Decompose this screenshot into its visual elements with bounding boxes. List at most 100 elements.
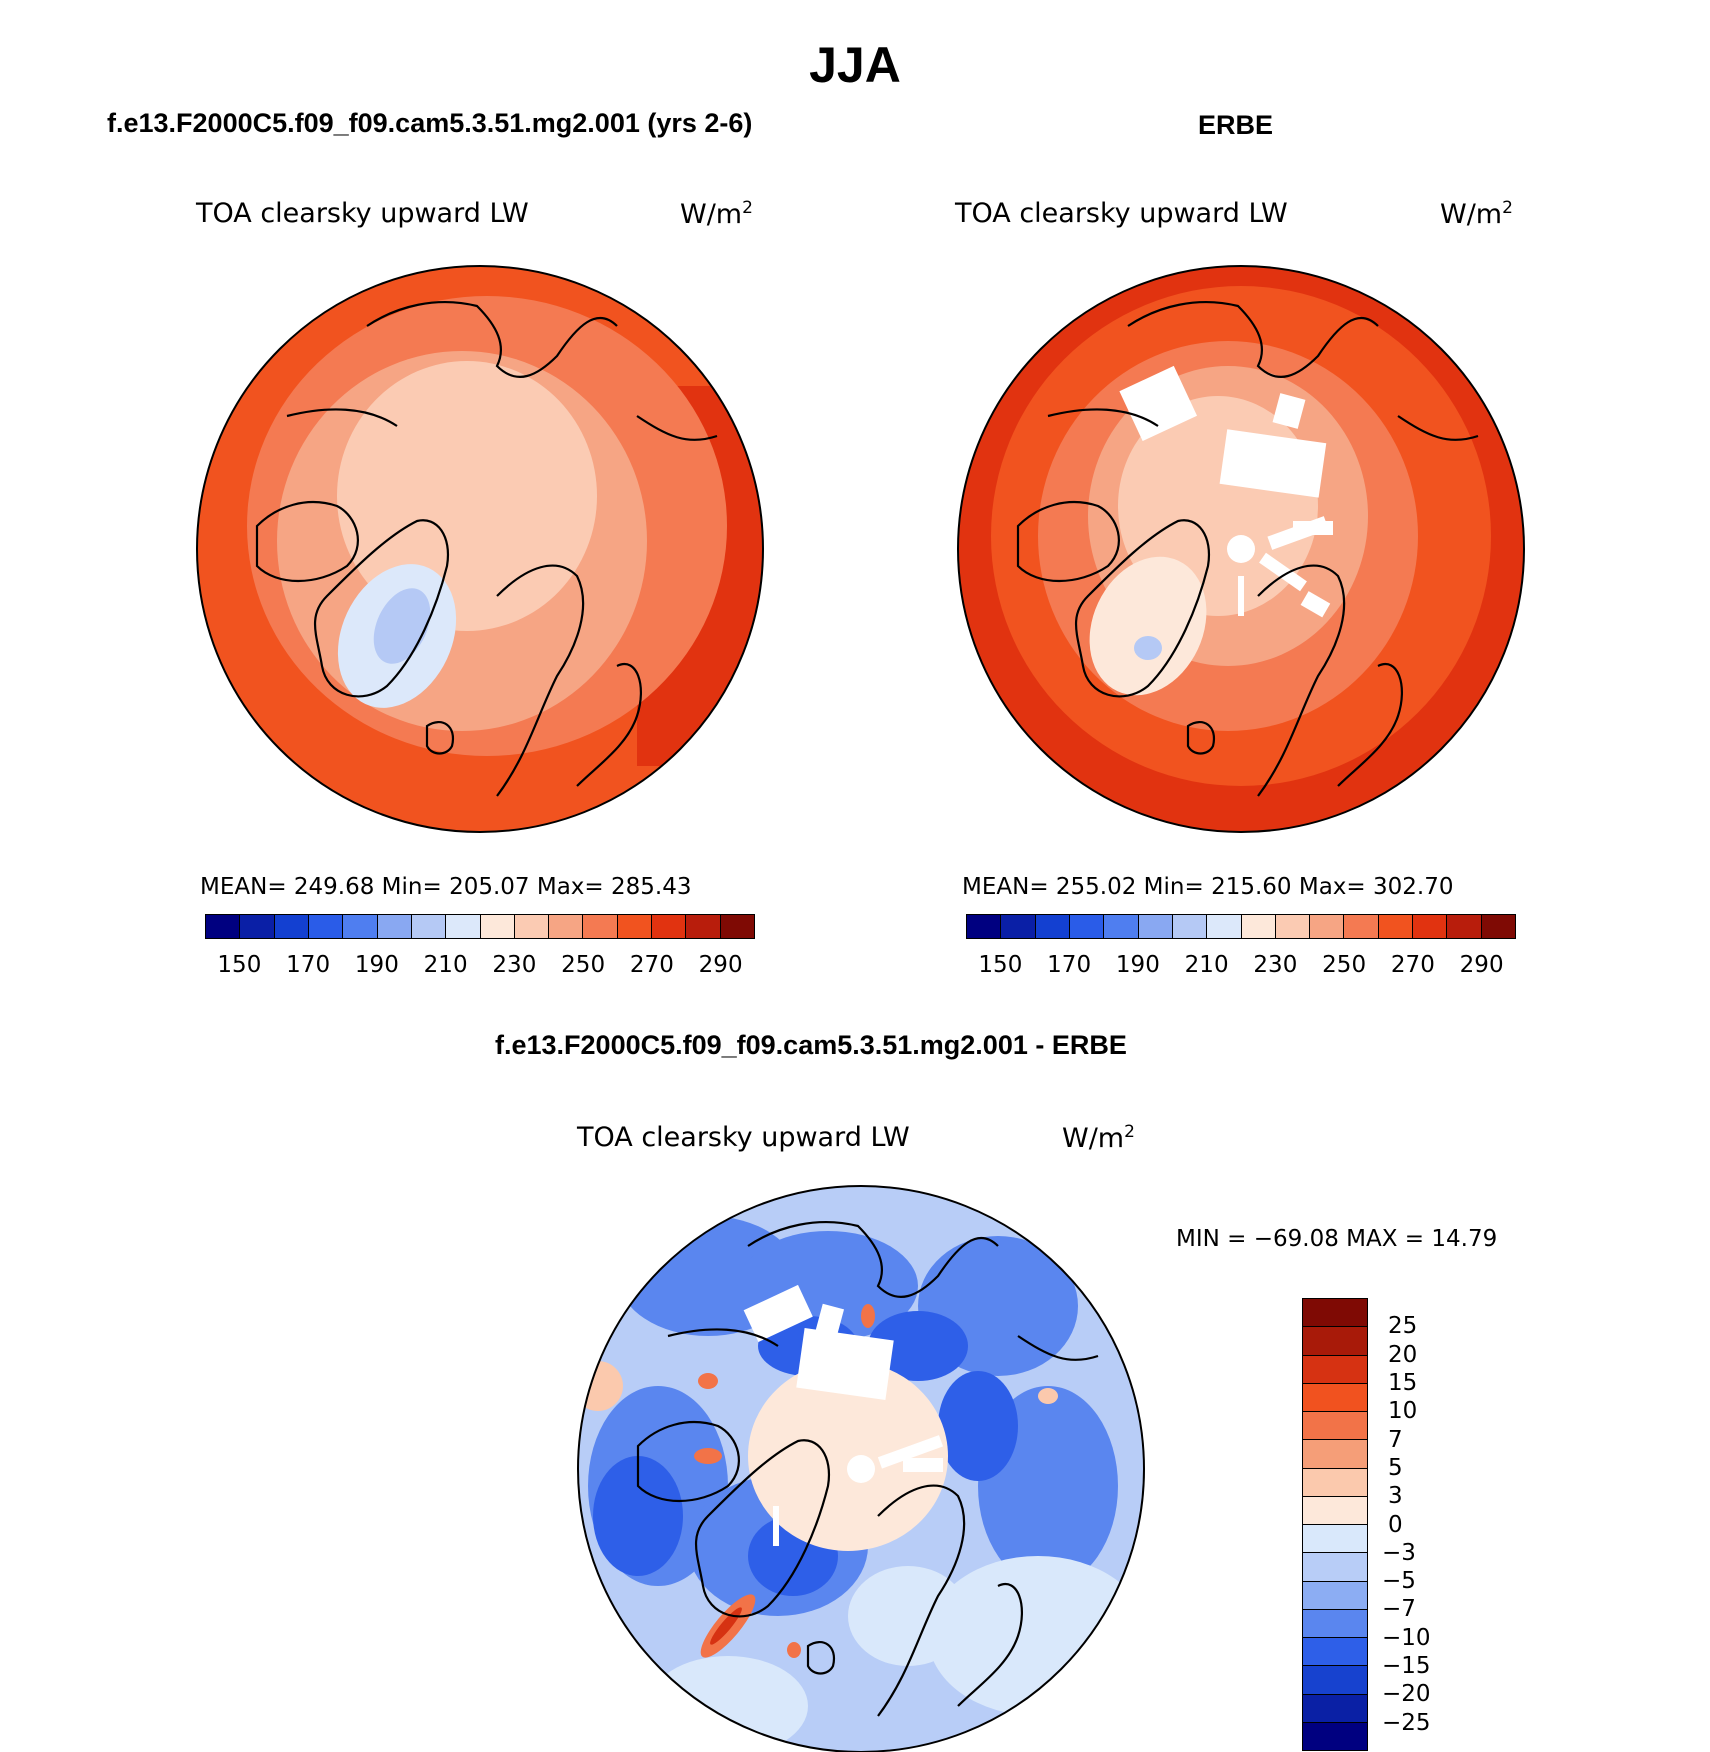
colorbar-tick-label: 230 — [492, 952, 537, 978]
model-subtitle: TOA clearsky upward LW — [196, 198, 529, 229]
colorbar-tick-label: 290 — [1459, 952, 1504, 978]
colorbar-swatch — [308, 915, 344, 938]
figure-title: JJA — [809, 37, 901, 93]
colorbar-swatch — [1303, 1383, 1367, 1412]
obs-map — [957, 265, 1525, 833]
colorbar-tick-label: −7 — [1382, 1596, 1416, 1623]
colorbar-swatch — [1303, 1666, 1367, 1695]
colorbar-swatch — [1303, 1412, 1367, 1441]
colorbar-swatch — [1172, 915, 1208, 938]
colorbar-swatch — [652, 915, 687, 938]
obs-stats: MEAN= 255.02 Min= 215.60 Max= 302.70 — [962, 874, 1454, 900]
model-map — [196, 265, 764, 833]
colorbar-tick-label: 25 — [1388, 1313, 1418, 1340]
model-colorbar — [205, 914, 755, 939]
diff-minmax: MIN = −69.08 MAX = 14.79 — [1176, 1226, 1498, 1252]
diff-colorbar-labels: 25 20 15 10 7 5 3 0 −3 −5 −7 −10 −15 −20 −25 — [1382, 1298, 1462, 1751]
obs-field-greenland — [1089, 556, 1207, 696]
colorbar-swatch — [1035, 915, 1070, 938]
colorbar-tick-label: 230 — [1253, 952, 1298, 978]
colorbar-swatch — [549, 915, 584, 938]
colorbar-tick-label: 210 — [423, 952, 468, 978]
obs-missing-data — [1119, 365, 1333, 618]
colorbar-tick-label: 5 — [1388, 1454, 1403, 1481]
colorbar-swatch — [583, 915, 618, 938]
colorbar-tick-label: 170 — [1047, 952, 1092, 978]
obs-colorbar-ticks: 150 170 190 210 230 250 270 290 — [966, 952, 1516, 982]
colorbar-swatch — [967, 915, 1002, 938]
colorbar-swatch — [686, 915, 721, 938]
obs-coastlines — [1016, 300, 1479, 797]
colorbar-swatch — [446, 915, 481, 938]
diff-map — [577, 1185, 1145, 1752]
colorbar-tick-label: 15 — [1388, 1369, 1418, 1396]
colorbar-swatch — [1481, 915, 1515, 938]
colorbar-swatch — [1207, 915, 1242, 938]
colorbar-swatch — [1303, 1609, 1367, 1638]
colorbar-tick-label: 210 — [1184, 952, 1229, 978]
colorbar-tick-label: −5 — [1382, 1568, 1416, 1595]
diff-colorbar — [1302, 1298, 1368, 1751]
colorbar-tick-label: 250 — [561, 952, 606, 978]
colorbar-swatch — [720, 915, 754, 938]
colorbar-swatch — [1069, 915, 1105, 938]
model-colorbar-ticks: 150 170 190 210 230 250 270 290 — [205, 952, 755, 982]
colorbar-tick-label: 290 — [698, 952, 743, 978]
colorbar-swatch — [1303, 1722, 1367, 1750]
colorbar-tick-label: 7 — [1388, 1426, 1403, 1453]
colorbar-swatch — [1303, 1496, 1367, 1525]
obs-panel-title: ERBE — [1198, 110, 1274, 140]
colorbar-tick-label: −25 — [1382, 1709, 1431, 1736]
colorbar-swatch — [1378, 915, 1414, 938]
diff-panel-title: f.e13.F2000C5.f09_f09.cam5.3.51.mg2.001 … — [495, 1030, 1127, 1060]
model-field-polar — [337, 361, 597, 631]
colorbar-tick-label: 170 — [286, 952, 331, 978]
colorbar-swatch — [411, 915, 447, 938]
model-panel-title: f.e13.F2000C5.f09_f09.cam5.3.51.mg2.001 … — [107, 108, 753, 138]
colorbar-swatch — [1104, 915, 1139, 938]
colorbar-swatch — [1303, 1440, 1367, 1469]
colorbar-swatch — [1447, 915, 1482, 938]
colorbar-tick-label: 190 — [354, 952, 399, 978]
obs-field-greenland-core — [1134, 636, 1162, 660]
colorbar-tick-label: 250 — [1322, 952, 1367, 978]
model-coastlines — [255, 300, 718, 797]
diff-missing-data — [743, 1284, 944, 1546]
colorbar-swatch — [1275, 915, 1311, 938]
colorbar-swatch — [1303, 1694, 1367, 1723]
colorbar-tick-label: 270 — [1390, 952, 1435, 978]
colorbar-swatch — [514, 915, 550, 938]
diff-units: W/m2 — [1062, 1122, 1135, 1154]
obs-colorbar — [966, 914, 1516, 939]
diff-field-polar — [748, 1361, 948, 1551]
diff-field-darkblue — [593, 1311, 1018, 1596]
colorbar-tick-label: −10 — [1382, 1624, 1431, 1651]
colorbar-swatch — [377, 915, 412, 938]
colorbar-swatch — [1241, 915, 1276, 938]
colorbar-tick-label: −20 — [1382, 1681, 1431, 1708]
model-units: W/m2 — [680, 198, 753, 230]
colorbar-tick-label: −15 — [1382, 1653, 1431, 1680]
diff-subtitle: TOA clearsky upward LW — [577, 1122, 910, 1153]
colorbar-swatch — [1303, 1525, 1367, 1554]
colorbar-swatch — [240, 915, 275, 938]
colorbar-swatch — [1303, 1468, 1367, 1497]
colorbar-tick-label: 0 — [1388, 1511, 1403, 1538]
diff-coastlines — [636, 1220, 1099, 1717]
colorbar-tick-label: 3 — [1388, 1483, 1403, 1510]
colorbar-swatch — [1310, 915, 1345, 938]
obs-units: W/m2 — [1440, 198, 1513, 230]
colorbar-swatch — [1303, 1355, 1367, 1384]
colorbar-swatch — [1344, 915, 1379, 938]
colorbar-swatch — [1303, 1581, 1367, 1610]
colorbar-swatch — [617, 915, 653, 938]
model-stats: MEAN= 249.68 Min= 205.07 Max= 285.43 — [200, 874, 692, 900]
colorbar-tick-label: 150 — [217, 952, 262, 978]
colorbar-tick-label: 150 — [978, 952, 1023, 978]
obs-subtitle: TOA clearsky upward LW — [955, 198, 1288, 229]
colorbar-swatch — [274, 915, 309, 938]
colorbar-swatch — [1138, 915, 1173, 938]
colorbar-swatch — [1001, 915, 1036, 938]
colorbar-tick-label: 270 — [629, 952, 674, 978]
colorbar-swatch — [480, 915, 515, 938]
